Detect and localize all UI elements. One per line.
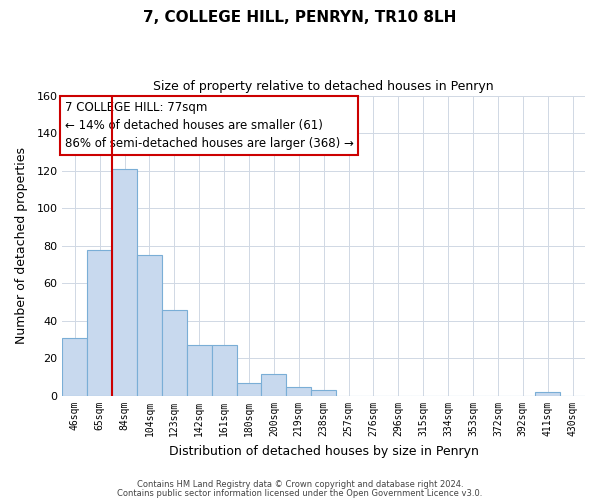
- Bar: [212, 346, 236, 396]
- Bar: [162, 310, 187, 396]
- Bar: [236, 383, 262, 396]
- Title: Size of property relative to detached houses in Penryn: Size of property relative to detached ho…: [154, 80, 494, 93]
- Text: Contains HM Land Registry data © Crown copyright and database right 2024.: Contains HM Land Registry data © Crown c…: [137, 480, 463, 489]
- Text: 7 COLLEGE HILL: 77sqm
← 14% of detached houses are smaller (61)
86% of semi-deta: 7 COLLEGE HILL: 77sqm ← 14% of detached …: [65, 101, 353, 150]
- Y-axis label: Number of detached properties: Number of detached properties: [15, 148, 28, 344]
- Bar: [535, 392, 560, 396]
- Bar: [62, 338, 87, 396]
- Text: Contains public sector information licensed under the Open Government Licence v3: Contains public sector information licen…: [118, 489, 482, 498]
- Bar: [262, 374, 286, 396]
- Bar: [311, 390, 336, 396]
- Bar: [137, 255, 162, 396]
- Bar: [187, 346, 212, 396]
- X-axis label: Distribution of detached houses by size in Penryn: Distribution of detached houses by size …: [169, 444, 479, 458]
- Bar: [112, 169, 137, 396]
- Text: 7, COLLEGE HILL, PENRYN, TR10 8LH: 7, COLLEGE HILL, PENRYN, TR10 8LH: [143, 10, 457, 25]
- Bar: [87, 250, 112, 396]
- Bar: [286, 386, 311, 396]
